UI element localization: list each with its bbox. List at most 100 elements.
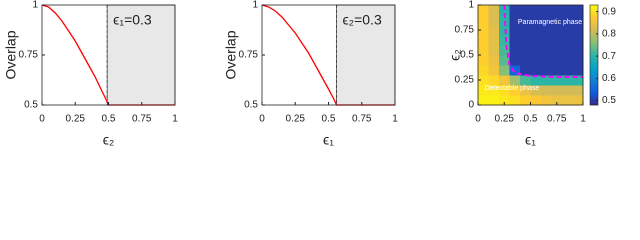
heatmap-cell bbox=[520, 15, 531, 26]
colorbar-segment bbox=[590, 31, 598, 34]
heatmap-cell bbox=[562, 45, 573, 56]
plot-frame bbox=[41, 4, 176, 106]
annotation: Paramagnetic phase bbox=[518, 19, 582, 26]
heatmap-cell bbox=[530, 95, 542, 106]
y-tick-label: 0.5 bbox=[24, 100, 38, 111]
heatmap-cell bbox=[478, 65, 489, 76]
heatmap-cell bbox=[478, 5, 489, 16]
colorbar-segment bbox=[590, 93, 598, 96]
heatmap-cell bbox=[499, 45, 510, 56]
heatmap-cell bbox=[562, 55, 573, 66]
heatmap-cell bbox=[572, 35, 584, 46]
colorbar-segment bbox=[590, 39, 598, 42]
x-axis-label: ϵ₂ bbox=[103, 132, 115, 148]
colorbar-segment bbox=[590, 49, 598, 52]
heatmap-cell bbox=[572, 65, 584, 76]
x-tick-label: 0.25 bbox=[66, 114, 86, 125]
plot-frame bbox=[261, 4, 396, 106]
heatmap-cell bbox=[478, 95, 489, 106]
colorbar-segment bbox=[590, 97, 598, 100]
y-tick-label: 0.75 bbox=[455, 25, 475, 36]
heatmap-cell bbox=[509, 25, 521, 36]
heatmap-cell bbox=[478, 85, 489, 96]
heatmap-cell bbox=[520, 55, 531, 66]
heatmap-cell bbox=[520, 75, 531, 86]
heatmap-cell bbox=[551, 5, 563, 16]
shaded-region bbox=[336, 4, 396, 106]
heatmap-cell bbox=[541, 55, 552, 66]
heatmap-cell bbox=[478, 15, 489, 26]
colorbar-tick-label: 0.7 bbox=[602, 51, 616, 62]
heatmap-cell bbox=[572, 25, 584, 36]
heatmap-cell bbox=[488, 55, 500, 66]
heatmap-cell bbox=[541, 25, 552, 36]
heatmap-cell bbox=[478, 55, 489, 66]
heatmap-cell bbox=[478, 25, 489, 36]
x-tick-label: 0.25 bbox=[286, 114, 306, 125]
y-tick-label: 0.75 bbox=[19, 50, 39, 61]
heatmap-cell bbox=[488, 85, 500, 96]
colorbar-segment bbox=[590, 27, 598, 30]
heatmap-cell bbox=[541, 95, 552, 106]
x-tick-label: 0 bbox=[39, 114, 45, 125]
data-line bbox=[261, 4, 395, 106]
heatmap-cell bbox=[499, 5, 510, 16]
colorbar-segment bbox=[590, 35, 598, 38]
heatmap-cell bbox=[572, 85, 584, 96]
y-tick-label: 0.5 bbox=[460, 50, 474, 61]
x-tick-label: 0.75 bbox=[352, 114, 372, 125]
colorbar-segment bbox=[590, 25, 598, 28]
heatmap-cell bbox=[572, 95, 584, 106]
heatmap-cell bbox=[509, 65, 521, 76]
figure: ϵ₁=0.3 0 0.25 0.5 0.75 1 0.5 0.75 1 ϵ₂ Overlap ϵ₂=0… bbox=[3, 0, 617, 148]
colorbar-segment bbox=[590, 47, 598, 50]
heatmap-cell bbox=[520, 85, 531, 96]
heatmap-cell bbox=[499, 85, 510, 96]
colorbar-segment bbox=[590, 69, 598, 72]
heatmap-cell bbox=[520, 65, 531, 76]
heatmap-cell bbox=[488, 65, 500, 76]
heatmap-cell bbox=[541, 85, 552, 96]
colorbar-segment bbox=[590, 101, 598, 104]
heatmap-cell bbox=[488, 25, 500, 36]
heatmap-cell bbox=[478, 35, 489, 46]
x-axis-label: ϵ₁ bbox=[323, 132, 334, 148]
heatmap-cell bbox=[520, 35, 531, 46]
colorbar-segment bbox=[590, 23, 598, 26]
x-tick-label: 0 bbox=[259, 114, 265, 125]
heatmap-cell bbox=[509, 45, 521, 56]
heatmap-cell bbox=[551, 55, 563, 66]
annotation: ϵ₁=0.3 bbox=[113, 12, 152, 28]
heatmap-cell bbox=[562, 5, 573, 16]
colorbar-segment bbox=[590, 37, 598, 40]
colorbar-segment bbox=[590, 19, 598, 22]
colorbar-segment bbox=[590, 91, 598, 94]
colorbar-segment bbox=[590, 61, 598, 64]
heatmap-cell bbox=[520, 45, 531, 56]
heatmap-cell bbox=[488, 15, 500, 26]
x-tick-label: 0.5 bbox=[524, 114, 538, 125]
y-tick-label: 1 bbox=[32, 0, 38, 11]
heatmap-cell bbox=[509, 15, 521, 26]
y-axis-label: ϵ₂ bbox=[447, 49, 463, 61]
heatmap-cell bbox=[562, 95, 573, 106]
heatmap-cell bbox=[551, 65, 563, 76]
heatmap-cell bbox=[488, 95, 500, 106]
colorbar-segment bbox=[590, 65, 598, 68]
heatmap-cell bbox=[572, 5, 584, 16]
colorbar-segment bbox=[590, 13, 598, 16]
heatmap-cell bbox=[509, 35, 521, 46]
heatmap-cell bbox=[572, 15, 584, 26]
heatmap-cell bbox=[541, 5, 552, 16]
heatmap-cell bbox=[551, 45, 563, 56]
heatmap-cell bbox=[499, 55, 510, 66]
heatmap-cell bbox=[551, 35, 563, 46]
x-tick-label: 0 bbox=[475, 114, 481, 125]
heatmap-cell bbox=[530, 65, 542, 76]
colorbar-segment bbox=[590, 87, 598, 90]
colorbar-segment bbox=[590, 99, 598, 102]
heatmap-cell bbox=[509, 75, 521, 86]
colorbar-tick-label: 0.5 bbox=[602, 95, 616, 106]
colorbar-segment bbox=[590, 21, 598, 24]
colorbar-segment bbox=[590, 33, 598, 36]
